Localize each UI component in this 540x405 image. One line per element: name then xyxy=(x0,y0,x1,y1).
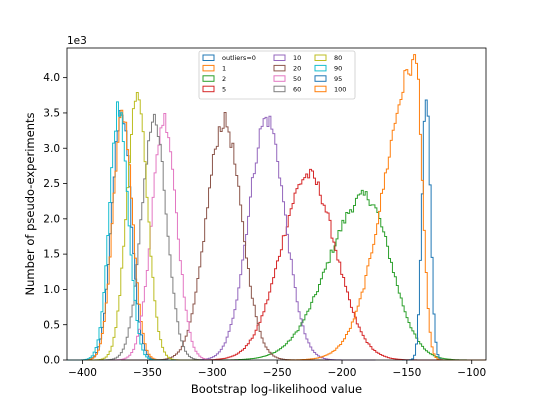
legend-label: 60 xyxy=(293,85,301,93)
series-95 xyxy=(401,99,453,361)
legend-swatch xyxy=(202,75,215,82)
series-layer xyxy=(67,54,486,361)
legend-swatch xyxy=(202,64,215,72)
legend-swatch xyxy=(314,54,327,61)
legend-swatch xyxy=(202,54,215,61)
legend-label: 1 xyxy=(222,65,226,73)
x-tick-label: −400 xyxy=(68,367,97,379)
legend-label: 20 xyxy=(293,65,301,73)
y-tick-label: 1.5 xyxy=(43,249,60,261)
y-tick-label: 4.0 xyxy=(43,72,60,84)
x-tick-label: −350 xyxy=(133,367,162,379)
legend-label: 10 xyxy=(293,54,301,62)
legend-label: 95 xyxy=(334,75,342,83)
legend-label: 80 xyxy=(334,54,342,62)
y-tick-label: 3.5 xyxy=(43,108,60,120)
x-axis-title: Bootstrap log-likelihood value xyxy=(191,382,362,396)
legend-swatch xyxy=(202,85,215,93)
legend: outliers=0 1 2 5 10 20 50 60 80 90 95 100 xyxy=(198,50,356,100)
legend-swatch xyxy=(273,75,286,82)
legend-swatch xyxy=(314,64,327,72)
y-axis: 0.0 0.5 1.0 1.5 2.0 2.5 3.0 3.5 4.0 xyxy=(43,72,67,367)
series-100 xyxy=(284,54,486,361)
series-20 xyxy=(120,112,329,361)
legend-label: 90 xyxy=(334,65,342,73)
y-tick-label: 3.0 xyxy=(43,143,60,155)
legend-label: 50 xyxy=(293,75,301,83)
y-axis-title: Number of pseudo-experiments xyxy=(23,113,37,296)
x-tick-label: −250 xyxy=(263,367,292,379)
series-50 xyxy=(91,113,239,361)
series-5 xyxy=(148,168,471,361)
legend-label: 5 xyxy=(222,85,226,93)
legend-label: 100 xyxy=(334,85,346,93)
y-scale-label: 1e3 xyxy=(67,35,87,47)
legend-label: outliers=0 xyxy=(222,54,256,62)
x-tick-label: −100 xyxy=(457,367,486,379)
legend-swatch xyxy=(273,85,286,93)
plot-frame xyxy=(66,47,487,361)
legend-swatch xyxy=(314,75,327,82)
x-tick-label: −150 xyxy=(392,367,421,379)
y-tick-label: 0.0 xyxy=(43,355,60,367)
series-10 xyxy=(159,115,376,361)
legend-label: 2 xyxy=(222,75,226,83)
x-tick-label: −200 xyxy=(328,367,357,379)
x-tick-label: −300 xyxy=(198,367,227,379)
series-80 xyxy=(76,91,201,361)
x-axis: −400 −350 −300 −250 −200 −150 −100 xyxy=(68,360,486,379)
y-tick-label: 2.5 xyxy=(43,178,60,190)
legend-swatch xyxy=(314,85,327,93)
legend-swatch xyxy=(273,54,286,61)
y-tick-label: 1.0 xyxy=(43,284,60,296)
legend-swatch xyxy=(273,64,286,72)
y-tick-label: 0.5 xyxy=(43,319,60,331)
y-tick-label: 2.0 xyxy=(43,213,60,225)
legend-frame xyxy=(198,50,356,100)
